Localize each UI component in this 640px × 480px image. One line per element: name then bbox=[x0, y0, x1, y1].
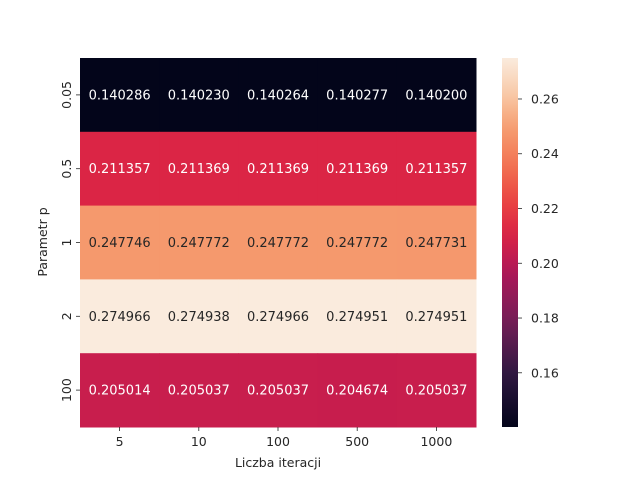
cell-value-label: 0.205014 bbox=[89, 384, 151, 399]
cell-value-label: 0.211357 bbox=[405, 162, 467, 177]
x-tick-label: 10 bbox=[191, 434, 207, 449]
heatmap-cell bbox=[238, 58, 319, 133]
heatmap-cell bbox=[238, 279, 319, 354]
cell-value-label: 0.247772 bbox=[247, 236, 309, 251]
cell-value-label: 0.211369 bbox=[247, 162, 309, 177]
heatmap-cell bbox=[159, 279, 239, 354]
y-tick-label: 0.5 bbox=[59, 159, 74, 179]
heatmap-cell bbox=[317, 205, 398, 280]
cell-value-label: 0.205037 bbox=[168, 384, 230, 399]
heatmap-cell bbox=[317, 58, 398, 133]
heatmap-cell bbox=[396, 279, 477, 354]
x-tick-label: 5 bbox=[116, 434, 124, 449]
colorbar-tick-label: 0.16 bbox=[531, 365, 559, 380]
x-tick-label: 500 bbox=[345, 434, 369, 449]
cell-value-label: 0.274938 bbox=[168, 310, 230, 325]
cell-value-label: 0.274966 bbox=[247, 310, 309, 325]
cell-value-label: 0.211369 bbox=[168, 162, 230, 177]
cell-value-label: 0.140286 bbox=[89, 88, 151, 103]
colorbar-tick-label: 0.24 bbox=[531, 146, 559, 161]
cell-value-label: 0.140200 bbox=[405, 88, 467, 103]
heatmap-cell bbox=[80, 205, 160, 280]
heatmap-cells: 0.140286 0.140230 0.140264 0.140277 0.140200… bbox=[80, 58, 477, 428]
heatmap-cell bbox=[159, 58, 239, 133]
cell-value-label: 0.247772 bbox=[326, 236, 388, 251]
cell-value-label: 0.205037 bbox=[247, 384, 309, 399]
cell-value-label: 0.205037 bbox=[405, 384, 467, 399]
heatmap-cell bbox=[317, 131, 398, 207]
heatmap-cell bbox=[317, 353, 398, 428]
cell-value-label: 0.274966 bbox=[89, 310, 151, 325]
y-axis-title: Parametr p bbox=[35, 207, 50, 276]
y-tick-label: 2 bbox=[59, 312, 74, 320]
cell-value-label: 0.211357 bbox=[89, 162, 151, 177]
heatmap-cell bbox=[80, 353, 160, 428]
heatmap-cell bbox=[396, 205, 477, 280]
heatmap-cell bbox=[396, 131, 477, 207]
heatmap-cell bbox=[159, 353, 239, 428]
colorbar-tick-label: 0.22 bbox=[531, 201, 559, 216]
x-axis-title: Liczba iteracji bbox=[235, 455, 321, 470]
x-tick-label: 1000 bbox=[420, 434, 452, 449]
colorbar-tick-label: 0.20 bbox=[531, 256, 559, 271]
cell-value-label: 0.140230 bbox=[168, 88, 230, 103]
heatmap-cell bbox=[238, 131, 319, 207]
cell-value-label: 0.247731 bbox=[405, 236, 467, 251]
cell-value-label: 0.140264 bbox=[247, 88, 309, 103]
y-tick-label: 0.05 bbox=[59, 81, 74, 109]
heatmap-cell bbox=[317, 279, 398, 354]
y-tick-label: 1 bbox=[59, 239, 74, 247]
y-axis: 0.05 0.5 1 2 100 bbox=[59, 81, 80, 402]
heatmap-cell bbox=[159, 205, 239, 280]
colorbar-ticks: 0.16 0.18 0.20 0.22 0.24 0.26 bbox=[518, 91, 559, 380]
cell-value-label: 0.204674 bbox=[326, 384, 388, 399]
colorbar-tick-label: 0.18 bbox=[531, 311, 559, 326]
x-axis: 5 10 100 500 1000 bbox=[116, 427, 452, 449]
cell-value-label: 0.274951 bbox=[326, 310, 388, 325]
cell-value-label: 0.140277 bbox=[326, 88, 388, 103]
heatmap-cell bbox=[396, 58, 477, 133]
cell-value-label: 0.274951 bbox=[405, 310, 467, 325]
cell-value-label: 0.247772 bbox=[168, 236, 230, 251]
colorbar-tick-label: 0.26 bbox=[531, 91, 559, 106]
y-tick-label: 100 bbox=[59, 378, 74, 402]
x-tick-label: 100 bbox=[266, 434, 290, 449]
colorbar bbox=[502, 58, 518, 427]
heatmap-cell bbox=[238, 205, 319, 280]
cell-value-label: 0.211369 bbox=[326, 162, 388, 177]
heatmap-cell bbox=[238, 353, 319, 428]
cell-value-label: 0.247746 bbox=[89, 236, 151, 251]
heatmap-cell bbox=[80, 131, 160, 207]
heatmap-cell bbox=[159, 131, 239, 207]
heatmap-cell bbox=[80, 279, 160, 354]
heatmap-cell bbox=[80, 58, 160, 133]
heatmap-cell bbox=[396, 353, 477, 428]
